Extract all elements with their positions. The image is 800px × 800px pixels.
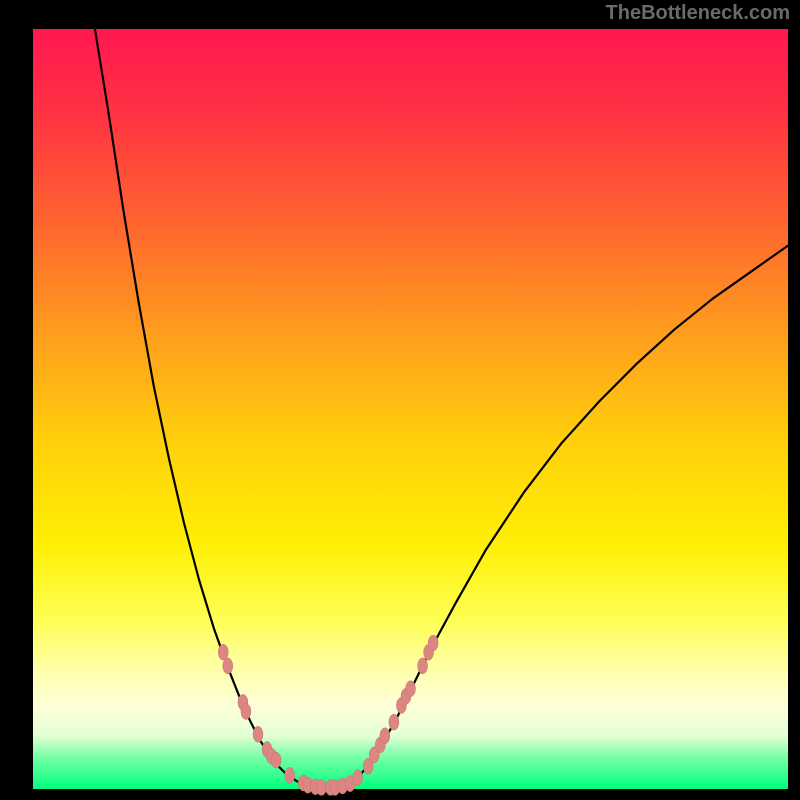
chart-container: TheBottleneck.com xyxy=(0,0,800,800)
watermark-text: TheBottleneck.com xyxy=(606,2,790,25)
bottleneck-chart xyxy=(0,0,800,800)
